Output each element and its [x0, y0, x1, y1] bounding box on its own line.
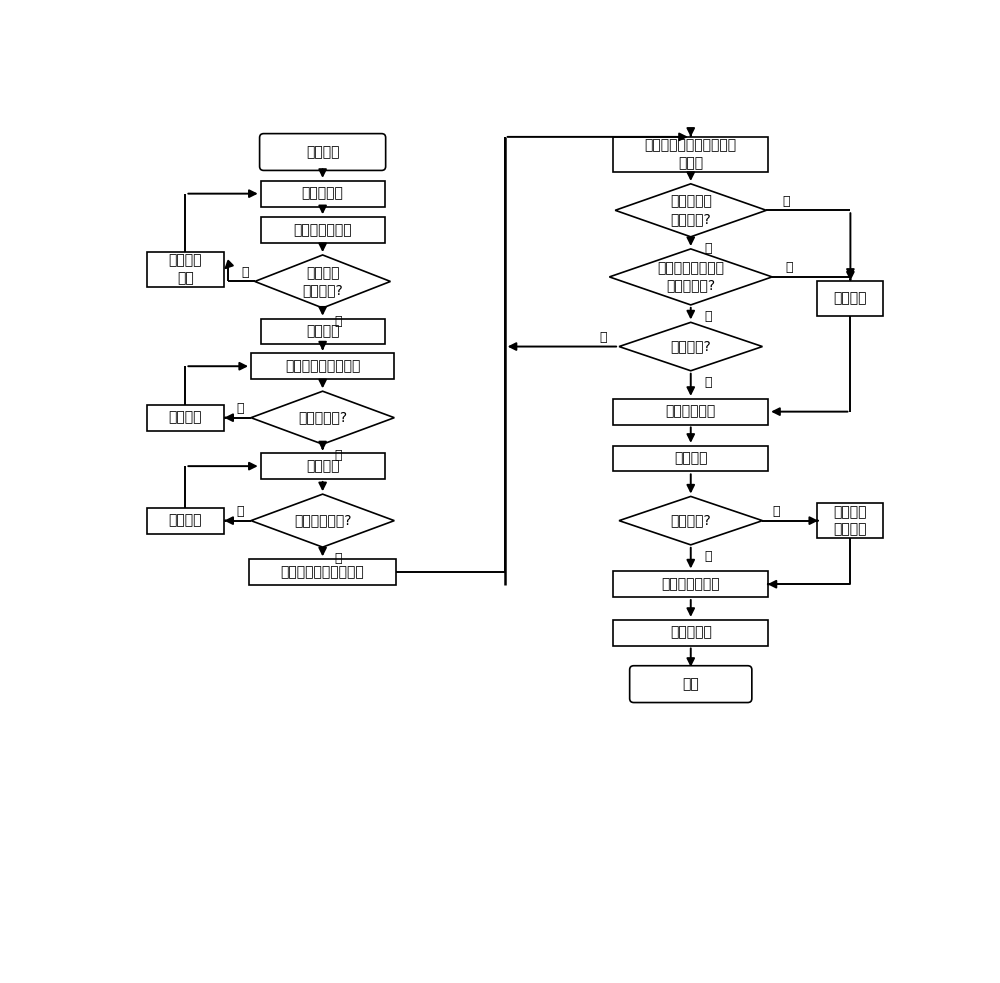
Text: 是: 是 [704, 549, 712, 562]
Text: 是: 是 [704, 242, 712, 255]
Text: 否: 否 [236, 402, 244, 415]
Text: 否: 否 [236, 505, 244, 518]
Bar [817, 281, 883, 316]
Polygon shape [619, 496, 762, 545]
Text: 油源关闭?: 油源关闭? [670, 514, 711, 528]
Text: 各执行机构有速度
和位移超限?: 各执行机构有速度 和位移超限? [657, 261, 724, 293]
Text: 结束: 结束 [682, 677, 699, 691]
Text: 退出上位机程序: 退出上位机程序 [661, 577, 720, 591]
Text: 采集各设备状态信息: 采集各设备状态信息 [285, 359, 360, 374]
Bar [261, 181, 385, 206]
Text: 进行报警: 进行报警 [834, 291, 867, 305]
Text: 增益打开?: 增益打开? [670, 339, 711, 354]
Bar [817, 503, 883, 538]
Text: 油源及各阀
状态正常?: 油源及各阀 状态正常? [670, 195, 712, 226]
Text: 否: 否 [241, 265, 248, 279]
FancyBboxPatch shape [630, 665, 752, 703]
Text: 各状态正常?: 各状态正常? [298, 411, 347, 425]
Text: 是: 是 [785, 261, 793, 274]
Text: 否: 否 [782, 195, 789, 207]
Bar [147, 252, 224, 287]
Text: 检查上下
位机: 检查上下 位机 [169, 254, 202, 285]
Text: 是: 是 [334, 449, 342, 462]
Text: 检查油源: 检查油源 [169, 514, 202, 528]
Text: 否: 否 [773, 505, 780, 518]
Polygon shape [255, 255, 390, 308]
Text: 关闭油源: 关闭油源 [674, 451, 708, 466]
Polygon shape [251, 391, 394, 444]
Text: 配置参数: 配置参数 [306, 324, 339, 338]
Bar [613, 571, 768, 597]
Bar [261, 453, 385, 479]
Polygon shape [615, 184, 766, 237]
Text: 否: 否 [704, 310, 712, 322]
Bar [613, 137, 768, 172]
Bar [249, 559, 396, 585]
Text: 打开下位机: 打开下位机 [302, 187, 344, 201]
Text: 是: 是 [334, 316, 342, 328]
Bar [261, 217, 385, 243]
Polygon shape [619, 322, 762, 371]
Polygon shape [609, 249, 772, 305]
Text: 是: 是 [600, 331, 607, 344]
Text: 油源正常开启?: 油源正常开启? [294, 514, 351, 528]
Text: 检查油源
手动关闭: 检查油源 手动关闭 [834, 505, 867, 537]
Text: 上下位机
连接成功?: 上下位机 连接成功? [302, 265, 343, 297]
Text: 试验准备: 试验准备 [306, 145, 339, 159]
Text: 检查设备: 检查设备 [169, 411, 202, 425]
Bar [147, 508, 224, 534]
Polygon shape [251, 494, 394, 548]
Text: 接受或生成指令，进行闭
环控制: 接受或生成指令，进行闭 环控制 [645, 139, 737, 170]
Bar [251, 353, 394, 379]
Text: 打开上位机软件: 打开上位机软件 [293, 223, 352, 237]
Text: 是: 是 [334, 552, 342, 565]
Text: 开启油源: 开启油源 [306, 459, 339, 473]
Bar [147, 405, 224, 431]
Bar [613, 399, 768, 425]
FancyBboxPatch shape [260, 134, 386, 170]
Text: 正式试验完毕: 正式试验完毕 [666, 405, 716, 419]
Text: 打开总增益，正式试验: 打开总增益，正式试验 [281, 565, 364, 579]
Text: 关闭下位机: 关闭下位机 [670, 625, 712, 640]
Text: 否: 否 [704, 376, 712, 388]
Bar [613, 620, 768, 646]
Bar [261, 318, 385, 344]
Bar [613, 445, 768, 472]
